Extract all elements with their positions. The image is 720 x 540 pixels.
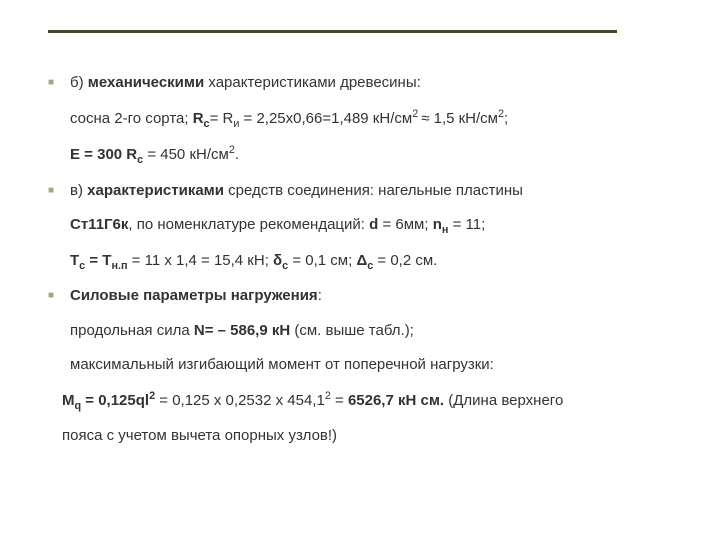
text: максимальный изгибающий момент от попере… — [70, 356, 494, 373]
text-bold: Ст11Г6к — [70, 216, 128, 233]
t: n — [433, 216, 442, 233]
text: = 0,2 см. — [373, 252, 437, 269]
text: пояса с учетом вычета опорных узлов!) — [62, 427, 337, 444]
sup: 2 — [412, 108, 421, 120]
text: (см. выше табл.); — [290, 322, 414, 339]
text: = 0,1 см; — [288, 252, 356, 269]
line-6: Тс = Тн.п = 11 х 1,4 = 15,4 кН; δс = 0,1… — [48, 247, 680, 277]
bullet-b: б) механическими характеристиками древес… — [48, 69, 680, 98]
text: : — [318, 287, 322, 304]
line-5: Ст11Г6к, по номенклатуре рекомендаций: d… — [48, 211, 680, 241]
text: (Длина верхнего — [444, 392, 563, 409]
sym-Delta: Δс — [356, 252, 373, 269]
text: , по номенклатуре рекомендаций: — [128, 216, 369, 233]
t: R — [193, 110, 204, 127]
text-bold: механическими — [88, 74, 204, 91]
text: = 0,125 х 0,2532 х 454,1 — [155, 392, 325, 409]
t: Т — [70, 252, 79, 269]
text: = R — [210, 110, 234, 127]
slide: б) механическими характеристиками древес… — [0, 0, 720, 540]
line-10: Мq = 0,125ql2 = 0,125 х 0,2532 х 454,12 … — [48, 386, 680, 417]
text: характеристиками древесины: — [204, 74, 421, 91]
t: = 0,125ql — [81, 392, 149, 409]
sym-R: Rс — [193, 110, 210, 127]
text: = 6мм; — [382, 216, 432, 233]
text: . — [235, 146, 239, 163]
line-2: сосна 2-го сорта; Rс= Rи = 2,25х0,66=1,4… — [48, 104, 680, 135]
text: = 11 х 1,4 = 15,4 кН; — [128, 252, 274, 269]
bullet-v: в) характеристиками средств соединения: … — [48, 177, 680, 206]
sym-delta: δс — [273, 252, 288, 269]
text: продольная сила — [70, 322, 194, 339]
line-8: продольная сила N= – 586,9 кН (см. выше … — [48, 317, 680, 346]
line-11: пояса с учетом вычета опорных узлов!) — [48, 422, 680, 451]
text-bold: Е = 300 Rс — [70, 146, 143, 163]
sym-T: Тс = Тн.п — [70, 252, 128, 269]
text: = 2,25х0,66=1,489 кН/см — [239, 110, 412, 127]
text: в) — [70, 182, 87, 199]
text: = 11; — [448, 216, 485, 233]
sym-M: Мq = 0,125ql2 — [62, 392, 155, 409]
text-bold: характеристиками — [87, 182, 224, 199]
text: б) — [70, 74, 88, 91]
bullet-load: Силовые параметры нагружения: — [48, 282, 680, 311]
text: ≈ 1,5 кН/см — [421, 110, 498, 127]
text-bold: N= – 586,9 кН — [194, 322, 290, 339]
text-bold: 6526,7 кН см. — [348, 392, 444, 409]
text: сосна 2-го сорта; — [70, 110, 193, 127]
text: средств соединения: нагельные пластины — [224, 182, 523, 199]
t: Е = 300 R — [70, 146, 137, 163]
text: ; — [504, 110, 508, 127]
text-bold: Силовые параметры нагружения — [70, 287, 318, 304]
t: δ — [273, 252, 282, 269]
line-9: максимальный изгибающий момент от попере… — [48, 351, 680, 380]
sym-d: d — [369, 216, 382, 233]
sym-n: nн — [433, 216, 449, 233]
title-rule — [48, 30, 617, 33]
t: Δ — [356, 252, 367, 269]
sub: н.п — [111, 260, 127, 272]
text: = 450 кН/см — [143, 146, 229, 163]
t: = Т — [85, 252, 111, 269]
text: = — [331, 392, 348, 409]
line-3: Е = 300 Rс = 450 кН/см2. — [48, 140, 680, 171]
t: М — [62, 392, 75, 409]
